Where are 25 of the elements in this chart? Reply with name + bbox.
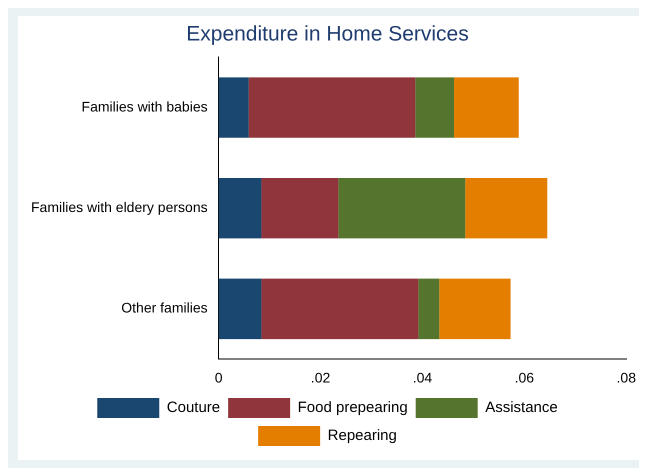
bar: [248, 77, 416, 138]
x-tick-label: .06: [514, 369, 534, 386]
bar: [454, 77, 519, 138]
x-tick-label: 0: [214, 369, 223, 386]
legend-label: Assistance: [485, 399, 558, 416]
bar: [465, 178, 548, 238]
chart-title: Expenditure in Home Services: [186, 22, 469, 46]
bar: [338, 178, 466, 238]
bar: [439, 278, 511, 340]
legend-label: Food prepearing: [298, 399, 408, 416]
y-tick-label: Families with eldery persons: [30, 199, 208, 216]
legend-label: Couture: [166, 399, 220, 416]
bar: [261, 178, 338, 238]
y-tick-label: Other families: [121, 300, 208, 316]
bar: [261, 278, 418, 340]
bar: [415, 77, 454, 138]
x-tick-label: .08: [616, 369, 636, 386]
legend-label: Repearing: [328, 427, 397, 444]
bar: [218, 278, 262, 340]
bar: [218, 178, 262, 238]
bar: [218, 77, 249, 138]
y-tick-label: Families with babies: [82, 98, 208, 114]
x-tick-label: .04: [412, 369, 432, 386]
x-tick-label: .02: [310, 369, 330, 386]
bar: [418, 278, 440, 340]
